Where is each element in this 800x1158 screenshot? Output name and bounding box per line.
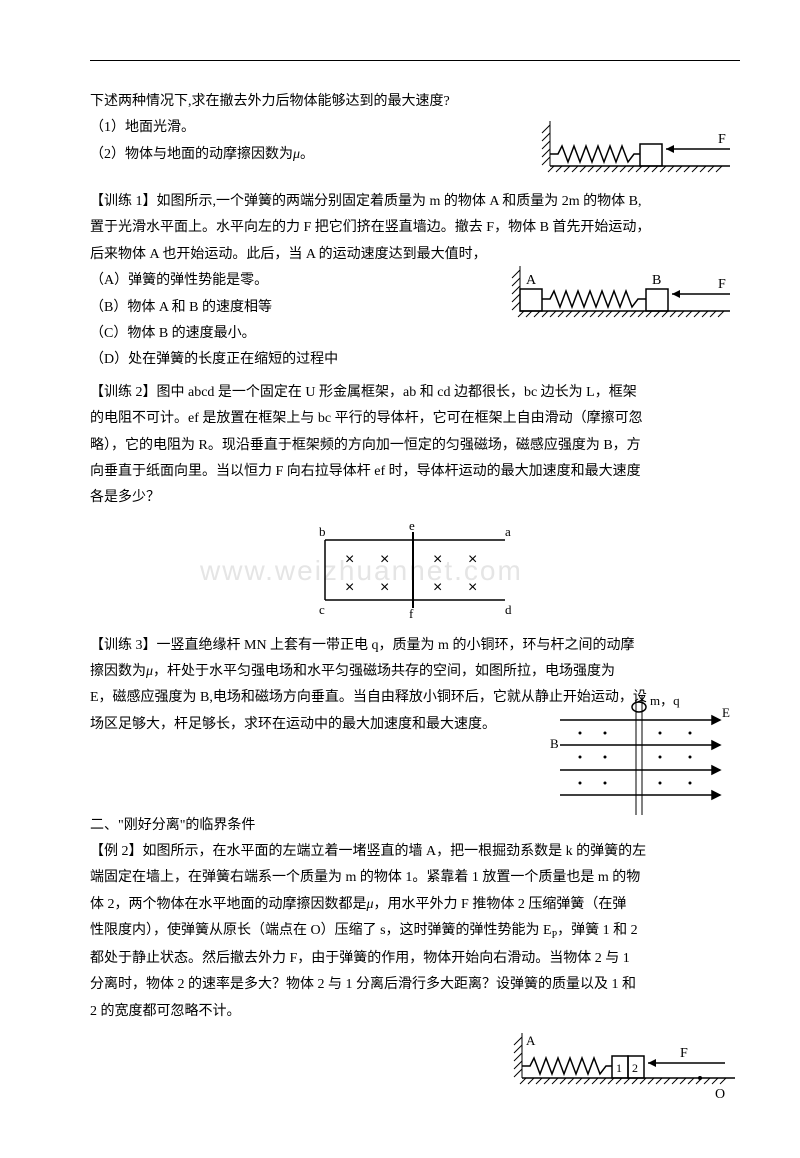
label-E: E	[722, 705, 730, 720]
figure-5-container: A 1 2	[90, 1033, 740, 1108]
exercise-1-block: 【训练 1】如图所示,一个弹簧的两端分别固定着质量为 m 的物体 A 和质量为 …	[90, 191, 740, 372]
ex2-l5: 各是多少？	[90, 487, 740, 509]
label-c: c	[319, 602, 325, 617]
figure-u-frame: × × × × × × × × b a c d e f	[305, 520, 525, 620]
exercise-2-block: 【训练 2】图中 abcd 是一个固定在 U 形金属框架，ab 和 cd 边都很…	[90, 382, 740, 510]
sec2-title: 二、"刚好分离"的临界条件	[90, 815, 740, 837]
label-B: B	[550, 736, 559, 751]
mu-symbol-3: μ	[367, 897, 374, 912]
ex1-optC: （C）物体 B 的速度最小。	[90, 323, 740, 345]
mu-symbol: μ	[293, 147, 300, 162]
ex2-l1: 【训练 2】图中 abcd 是一个固定在 U 形金属框架，ab 和 cd 边都很…	[90, 382, 740, 404]
ex3-l1: 【训练 3】一竖直绝缘杆 MN 上套有一带正电 q，质量为 m 的小铜环，环与杆…	[90, 635, 740, 657]
sec2-l3: 体 2，两个物体在水平地面的动摩擦因数都是μ，用水平外力 F 推物体 2 压缩弹…	[90, 894, 740, 916]
force-label: F	[718, 132, 726, 147]
ex2-l3: 略），它的电阻为 R。现沿垂直于框架频的方向加一恒定的匀强磁场，磁感应强度为 B…	[90, 435, 740, 457]
label-mq: m，q	[650, 695, 680, 708]
labelB: B	[652, 273, 661, 288]
ex3-l1b: 擦因数为μ，杆处于水平匀强电场和水平匀强磁场共存的空间，如图所拉，电场强度为	[90, 661, 740, 683]
label-d: d	[505, 602, 512, 617]
figure-3-container: www.weizhuannet.com ×× ×× ×× ×× b a c d …	[90, 520, 740, 625]
figure-rod-field: m，q E B	[550, 695, 730, 815]
sec2-l2: 端固定在墙上，在弹簧右端系一个质量为 m 的物体 1。紧靠着 1 放置一个质量也…	[90, 867, 740, 889]
labelA: A	[526, 1033, 536, 1048]
ex2-l2: 的电阻不可计。ef 是放置在框架上与 bc 平行的导体杆，它可在框架上自由滑动（…	[90, 408, 740, 430]
intro-line1: 下述两种情况下,求在撤去外力后物体能够达到的最大速度?	[90, 91, 740, 113]
figure-spring-AB: A B F	[510, 266, 740, 321]
label-e: e	[409, 520, 415, 533]
svg-text:×: ×	[468, 579, 477, 596]
ex1-l1: 【训练 1】如图所示,一个弹簧的两端分别固定着质量为 m 的物体 A 和质量为 …	[90, 191, 740, 213]
sec2-l7: 2 的宽度都可忽略不计。	[90, 1001, 740, 1023]
exercise-3-block: 【训练 3】一竖直绝缘杆 MN 上套有一带正电 q，质量为 m 的小铜环，环与杆…	[90, 635, 740, 805]
label-1: 1	[616, 1061, 622, 1075]
page: 下述两种情况下,求在撤去外力后物体能够达到的最大速度? （1）地面光滑。 （2）…	[0, 0, 800, 1158]
mu-symbol-2: μ	[146, 664, 153, 679]
svg-text:×: ×	[468, 551, 477, 568]
svg-text:×: ×	[345, 551, 354, 568]
svg-text:×: ×	[380, 551, 389, 568]
sec2-l6: 分离时，物体 2 的速率是多大？物体 2 与 1 分离后滑行多大距离？设弹簧的质…	[90, 974, 740, 996]
top-rule	[90, 60, 740, 61]
labelO: O	[715, 1087, 725, 1102]
svg-text:×: ×	[433, 551, 442, 568]
sec2-l1: 【例 2】如图所示，在水平面的左端立着一堵竖直的墙 A，把一根掘劲系数是 k 的…	[90, 841, 740, 863]
labelA: A	[526, 273, 537, 288]
label-a: a	[505, 524, 511, 539]
figure-spring-box-1: F	[540, 121, 740, 176]
labelF5: F	[680, 1046, 688, 1061]
label-2: 2	[632, 1061, 638, 1075]
ex1-l2: 置于光滑水平面上。水平向左的力 F 把它们挤在竖直墙边。撤去 F，物体 B 首先…	[90, 217, 740, 239]
ex1-l3: 后来物体 A 也开始运动。此后，当 A 的运动速度达到最大值时，	[90, 244, 740, 266]
svg-text:×: ×	[380, 579, 389, 596]
section-2-block: 二、"刚好分离"的临界条件 【例 2】如图所示，在水平面的左端立着一堵竖直的墙 …	[90, 815, 740, 1024]
ex2-l4: 向垂直于纸面向里。当以恒力 F 向右拉导体杆 ef 时，导体杆运动的最大加速度和…	[90, 461, 740, 483]
svg-text:×: ×	[433, 579, 442, 596]
sec2-l5: 都处于静止状态。然后撤去外力 F，由于弹簧的作用，物体开始向右滑动。当物体 2 …	[90, 948, 740, 970]
labelF: F	[718, 277, 726, 292]
label-f: f	[409, 606, 414, 620]
figure-wall-spring-12: A 1 2	[510, 1033, 740, 1103]
sec2-l4: 性限度内），使弹簧从原长（端点在 O）压缩了 s，这时弹簧的弹性势能为 EP，弹…	[90, 920, 740, 944]
ex1-optD: （D）处在弹簧的长度正在缩短的过程中	[90, 349, 740, 371]
label-b: b	[319, 524, 326, 539]
svg-text:×: ×	[345, 579, 354, 596]
intro-block: 下述两种情况下,求在撤去外力后物体能够达到的最大速度? （1）地面光滑。 （2）…	[90, 91, 740, 181]
